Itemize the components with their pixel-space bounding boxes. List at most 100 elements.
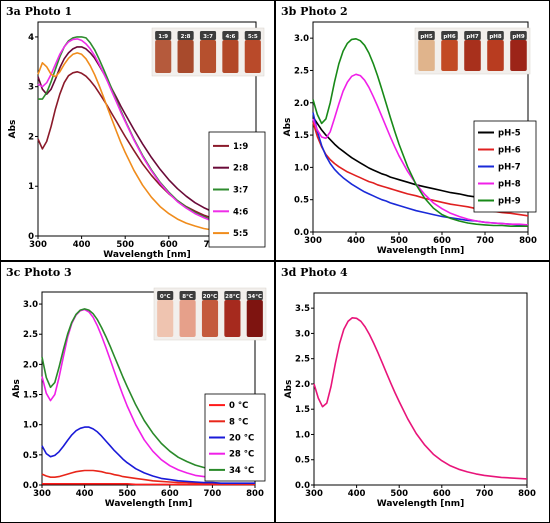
panel-title: 3b Photo 2 xyxy=(281,5,348,18)
y-axis-label: Abs xyxy=(8,120,18,139)
legend-label: 3:7 xyxy=(233,186,248,196)
vial-cap xyxy=(246,291,263,300)
panel-3: 3c Photo 3 300 400 500 600 700 800 0.0 0.5 1.0 1.5… xyxy=(0,261,275,523)
vial-tube xyxy=(179,300,196,337)
legend-label: pH-5 xyxy=(498,129,521,139)
x-tick-label: 800 xyxy=(519,236,537,246)
panel-1: 3a Photo 130040050060070080001234Wavelen… xyxy=(0,0,275,261)
panel-2: 3b Photo 2 300 400 500 600 700 800 0.0 0.5 1.0 1.5… xyxy=(275,0,550,261)
vial-label: 2:8 xyxy=(181,34,191,40)
vial-label: 34°C xyxy=(248,294,262,300)
vial-tube xyxy=(199,40,217,73)
vial-label: pH5 xyxy=(420,34,433,40)
panel-border xyxy=(0,0,275,261)
legend: 0 °C 8 °C 20 °C 28 °C 34 °C xyxy=(204,393,266,482)
x-tick-label: 500 xyxy=(116,240,134,250)
plot-area xyxy=(313,292,528,486)
x-tick-label: 400 xyxy=(348,489,366,499)
x-tick-label: 700 xyxy=(476,489,494,499)
vial-cap xyxy=(157,291,174,300)
vial-cap xyxy=(418,31,435,40)
legend-label: 0 °C xyxy=(229,401,248,411)
y-tick-label: 1.5 xyxy=(23,391,38,401)
vial-cap xyxy=(201,291,219,300)
series-line-4-6 xyxy=(37,38,257,231)
vial-cap xyxy=(224,291,241,300)
x-tick-label: 600 xyxy=(160,240,178,250)
vial-photo-inset: 0°C 8°C 20°C 28°C 34°C xyxy=(153,287,267,341)
series-line-1-9 xyxy=(37,71,257,227)
vial-label: pH7 xyxy=(466,34,479,40)
y-tick-label: 1.0 xyxy=(295,430,310,440)
legend-box xyxy=(208,131,266,248)
panel-title: 3c Photo 3 xyxy=(6,266,72,279)
vial-label: pH8 xyxy=(489,34,502,40)
vial-tube xyxy=(201,300,219,337)
vial-label: 4:6 xyxy=(225,34,235,40)
legend: pH-5 pH-6 pH-7 pH-8 pH-9 xyxy=(473,120,537,213)
y-tick-label: 3 xyxy=(28,83,34,93)
vial-label: 0°C xyxy=(160,294,171,300)
vial-cap xyxy=(222,31,239,40)
legend-label: pH-6 xyxy=(498,146,521,156)
y-tick-label: 2 xyxy=(28,132,34,142)
x-tick-label: 400 xyxy=(73,240,91,250)
x-tick-label: 600 xyxy=(433,236,451,246)
x-tick-label: 300 xyxy=(305,489,323,499)
legend: 1:9 2:8 3:7 4:6 5:5 xyxy=(208,131,266,248)
y-axis-label: Abs xyxy=(283,118,293,137)
vial-photo-inset: pH5 pH6 pH7 pH8 pH9 xyxy=(414,27,531,75)
vial-tube xyxy=(177,40,194,73)
vial-label: 28°C xyxy=(225,294,239,300)
y-tick-label: 2.0 xyxy=(23,360,38,370)
x-tick-label: 400 xyxy=(76,489,94,499)
legend-label: 1:9 xyxy=(233,142,248,152)
vial-label: 5:5 xyxy=(248,34,258,40)
y-tick-label: 1 xyxy=(28,182,34,192)
vial-label: pH6 xyxy=(443,34,456,40)
vial-cap xyxy=(155,31,172,40)
y-tick-label: 0.5 xyxy=(295,456,310,466)
vial-tube xyxy=(510,40,527,71)
x-tick-label: 800 xyxy=(246,489,264,499)
series-line-pH-8 xyxy=(312,73,529,226)
y-axis-label: Abs xyxy=(284,380,294,399)
legend-label: 5:5 xyxy=(233,229,248,239)
vial-cap xyxy=(510,31,527,40)
y-tick-label: 1.5 xyxy=(294,131,309,141)
vial-cap xyxy=(441,31,458,40)
plot-area xyxy=(37,21,257,237)
series-line-0-C xyxy=(42,483,255,486)
y-tick-label: 0.5 xyxy=(294,196,309,206)
x-axis-label: Wavelength [nm] xyxy=(377,499,465,509)
vial-tube xyxy=(157,300,174,337)
x-tick-label: 500 xyxy=(390,489,408,499)
y-tick-label: 2.0 xyxy=(295,380,310,390)
series-line-20-C xyxy=(41,426,255,484)
vial-tube xyxy=(222,40,239,73)
panel-4: 3d Photo 4 300 400 500 600 700 800 0.0 0.5 1.0 1.5… xyxy=(275,261,550,523)
series-line-pH-9 xyxy=(312,38,528,227)
x-tick-label: 500 xyxy=(390,236,408,246)
series-line-1 xyxy=(313,317,528,480)
legend-label: pH-7 xyxy=(498,163,521,173)
vial-tube xyxy=(441,40,458,71)
y-tick-label: 3.0 xyxy=(294,34,309,44)
vial-tube xyxy=(244,40,261,73)
vial-tube xyxy=(418,40,435,71)
legend-label: pH-8 xyxy=(498,180,521,190)
panel-title: 3d Photo 4 xyxy=(281,266,348,279)
y-tick-label: 1.0 xyxy=(23,421,38,431)
legend-label: 34 °C xyxy=(229,466,254,476)
x-axis-label: Wavelength [nm] xyxy=(105,499,193,509)
x-tick-label: 400 xyxy=(347,236,365,246)
legend-label: 8 °C xyxy=(229,417,248,427)
y-tick-label: 2.0 xyxy=(294,99,309,109)
vial-cap xyxy=(199,31,217,40)
x-tick-label: 600 xyxy=(161,489,179,499)
vial-tube xyxy=(155,40,172,73)
series-line-5-5 xyxy=(37,52,257,235)
vial-tube xyxy=(464,40,481,71)
y-tick-label: 2.5 xyxy=(294,66,309,76)
